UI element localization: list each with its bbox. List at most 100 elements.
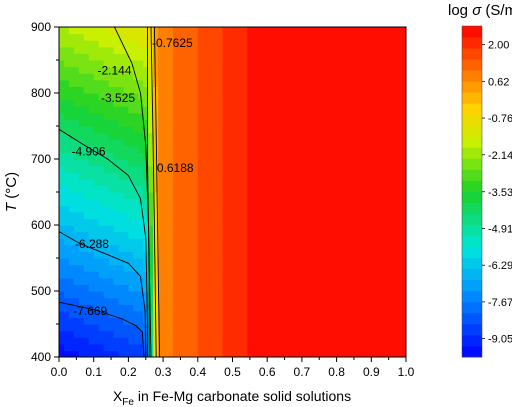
contour-cell <box>237 192 244 200</box>
contour-cell <box>232 277 239 285</box>
contour-cell <box>287 33 293 41</box>
contour-cell <box>396 86 402 94</box>
contour-cell <box>401 324 406 332</box>
contour-cell <box>143 317 149 325</box>
contour-cell <box>376 66 382 74</box>
contour-cell <box>103 264 110 272</box>
contour-cell <box>143 284 149 292</box>
contour-cell <box>148 178 154 186</box>
contour-cell <box>133 244 139 252</box>
contour-cell <box>267 343 273 351</box>
contour-cell <box>128 258 134 266</box>
contour-cell <box>306 60 313 68</box>
contour-cell <box>267 238 273 246</box>
contour-label: -3.525 <box>101 91 135 105</box>
contour-cell <box>341 178 348 186</box>
contour-cell <box>207 145 214 153</box>
contour-cell <box>341 350 348 357</box>
contour-cell <box>381 211 387 219</box>
contour-cell <box>168 343 174 351</box>
contour-cell <box>277 218 283 226</box>
contour-cell <box>227 53 234 61</box>
contour-cell <box>118 277 125 285</box>
contour-cell <box>257 205 263 213</box>
contour-cell <box>252 317 258 325</box>
contour-cell <box>173 139 179 147</box>
contour-cell <box>133 27 139 35</box>
contour-cell <box>351 46 358 54</box>
contour-cell <box>242 119 248 127</box>
contour-cell <box>371 343 377 351</box>
contour-cell <box>133 211 139 219</box>
contour-cell <box>247 132 253 140</box>
contour-cell <box>212 79 219 87</box>
contour-cell <box>267 264 273 272</box>
contour-cell <box>108 251 115 259</box>
contour-cell <box>207 152 214 160</box>
contour-cell <box>68 218 75 226</box>
contour-cell <box>242 106 248 114</box>
contour-cell <box>311 33 318 41</box>
contour-cell <box>202 330 209 338</box>
contour-cell <box>346 145 353 153</box>
contour-cell <box>252 99 258 107</box>
contour-cell <box>118 178 125 186</box>
contour-cell <box>163 106 169 114</box>
contour-cell <box>301 343 308 351</box>
contour-cell <box>123 324 129 332</box>
contour-cell <box>148 304 154 312</box>
contour-cell <box>321 244 328 252</box>
contour-cell <box>217 178 224 186</box>
contour-cell <box>247 225 253 233</box>
contour-cell <box>401 231 406 239</box>
contour-cell <box>138 317 144 325</box>
contour-cell <box>227 297 234 305</box>
contour-cell <box>207 343 214 351</box>
contour-cell <box>187 79 194 87</box>
contour-cell <box>331 66 338 74</box>
contour-cell <box>168 112 174 120</box>
contour-cell <box>217 86 224 94</box>
contour-cell <box>326 112 333 120</box>
contour-cell <box>207 40 214 48</box>
contour-cell <box>63 304 70 312</box>
contour-cell <box>301 297 308 305</box>
contour-cell <box>356 198 362 206</box>
contour-cell <box>202 145 209 153</box>
contour-cell <box>252 33 258 41</box>
contour-cell <box>301 178 308 186</box>
contour-cell <box>68 211 75 219</box>
contour-cell <box>361 40 367 48</box>
contour-cell <box>143 185 149 193</box>
contour-cell <box>316 198 323 206</box>
contour-cell <box>267 304 273 312</box>
contour-cell <box>68 33 75 41</box>
contour-cell <box>282 159 288 167</box>
contour-cell <box>316 238 323 246</box>
contour-cell <box>158 185 164 193</box>
contour-cell <box>108 119 115 127</box>
contour-cell <box>252 132 258 140</box>
contour-cell <box>267 106 273 114</box>
contour-cell <box>356 264 362 272</box>
contour-cell <box>78 106 85 114</box>
colorbar-segment <box>462 301 482 314</box>
contour-cell <box>401 185 406 193</box>
contour-cell <box>93 324 100 332</box>
colorbar-segment <box>462 312 482 325</box>
contour-cell <box>232 317 239 325</box>
contour-cell <box>262 264 268 272</box>
contour-cell <box>262 231 268 239</box>
contour-line <box>150 27 157 357</box>
contour-cell <box>207 79 214 87</box>
contour-cell <box>371 99 377 107</box>
contour-cell <box>93 40 100 48</box>
contour-cell <box>217 277 224 285</box>
contour-cell <box>262 185 268 193</box>
contour-cell <box>98 178 105 186</box>
contour-cell <box>301 53 308 61</box>
contour-cell <box>227 145 234 153</box>
contour-cell <box>222 297 229 305</box>
contour-cell <box>173 297 179 305</box>
contour-cell <box>98 152 105 160</box>
